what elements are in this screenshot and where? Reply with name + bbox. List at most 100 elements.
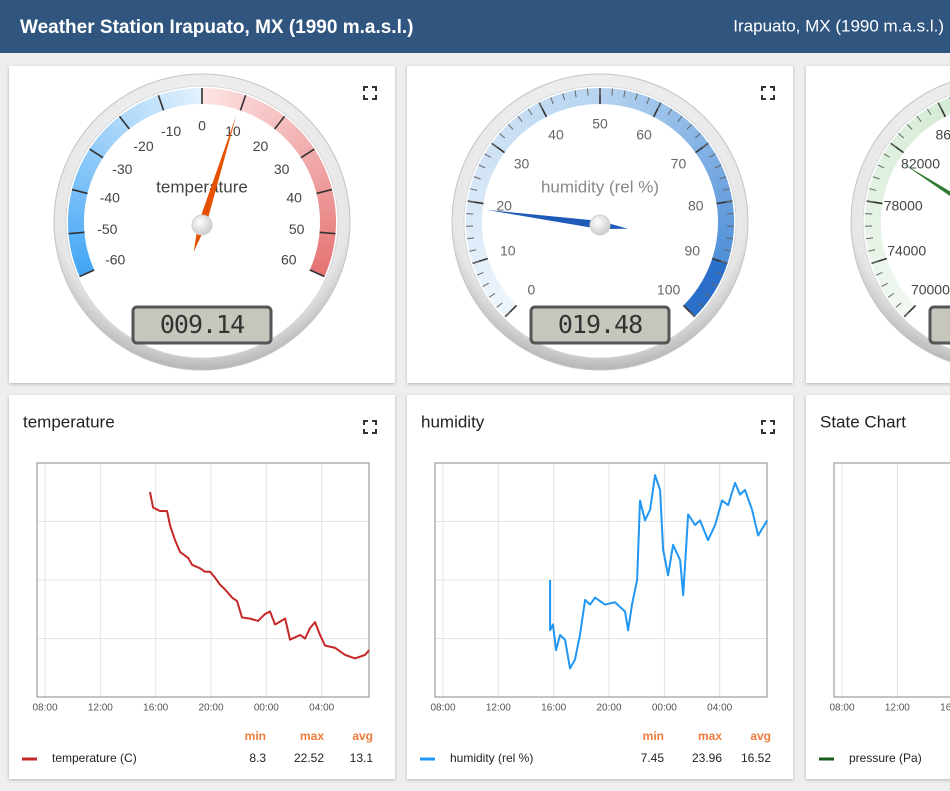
- gauge-band: [466, 216, 483, 225]
- gauge-band: [882, 149, 900, 165]
- gauge-band: [875, 163, 893, 177]
- gauge-band: [304, 154, 322, 169]
- x-tick-label: 16:00: [940, 703, 950, 714]
- fullscreen-button[interactable]: [761, 420, 775, 434]
- gauge-band: [70, 191, 88, 202]
- gauge-band: [906, 119, 923, 137]
- gauge-band: [473, 170, 492, 184]
- gauge-band: [945, 97, 950, 110]
- gauge-band: [676, 120, 694, 138]
- x-tick-label: 08:00: [830, 703, 855, 714]
- gauge-tick-label: 20: [496, 198, 512, 214]
- gauge-band: [507, 119, 524, 137]
- gauge-tick-label: 70000: [911, 281, 950, 297]
- gauge-band: [606, 88, 617, 105]
- widgets: -60 -50 -40 -30-20 -10 0 10 20 30 40 50 60 temperatu…: [9, 66, 950, 779]
- gauge-band: [706, 163, 724, 178]
- gauge-tick-label: 74000: [887, 243, 926, 259]
- gauge-minor-tick: [916, 115, 922, 122]
- gauge-band: [647, 99, 662, 118]
- gauge-minor-tick: [634, 93, 638, 101]
- gauge-band: [175, 89, 185, 107]
- gauge-minor-tick: [488, 292, 496, 298]
- gauge-band: [219, 89, 229, 107]
- gauge-minor-tick: [711, 282, 718, 287]
- gauge-band: [890, 136, 909, 153]
- stat-value: 16.52: [741, 751, 771, 765]
- gauge-tick-label: 100: [657, 281, 681, 297]
- gauge-band: [494, 294, 512, 312]
- gauge-band: [487, 142, 505, 159]
- gauge-band: [297, 143, 315, 158]
- chart-title: State Chart: [820, 412, 906, 431]
- x-tick-label: 16:00: [541, 703, 566, 714]
- fullscreen-button[interactable]: [363, 86, 377, 100]
- gauge-band: [121, 110, 136, 128]
- gauge-major-tick: [157, 95, 165, 111]
- gauge-minor-tick: [881, 282, 888, 287]
- gauge-band: [703, 271, 722, 286]
- gauge-minor-tick: [890, 142, 897, 148]
- gauge-band: [286, 128, 303, 144]
- gauge-band: [911, 114, 929, 133]
- legend-label: pressure (Pa): [849, 751, 922, 765]
- gauge-minor-tick: [694, 133, 701, 139]
- digital-display: [131, 305, 273, 345]
- gauge-band: [150, 95, 163, 114]
- gauge-band: [695, 143, 714, 159]
- gauge-band: [317, 241, 335, 252]
- gauge-band: [315, 247, 333, 259]
- gauge-minor-tick: [865, 237, 874, 240]
- gauge-minor-tick: [716, 271, 724, 276]
- gauge-band: [880, 277, 899, 293]
- gauge-band: [653, 102, 669, 121]
- digital-value: 009.14: [160, 310, 244, 339]
- gauge-band: [866, 237, 884, 249]
- gauge-tick-label: -10: [161, 123, 181, 139]
- gauge-band: [918, 110, 934, 128]
- gauge-band: [277, 119, 294, 136]
- gauge-minor-tick: [714, 164, 722, 169]
- gauge-minor-tick: [686, 123, 693, 130]
- gauge-band: [213, 88, 223, 106]
- gauge-band: [106, 123, 123, 140]
- gauge-minor-tick: [702, 142, 709, 148]
- gauge-band: [311, 172, 329, 185]
- gauge-minor-tick: [704, 292, 712, 298]
- gauge-band: [491, 136, 510, 153]
- gauge-band: [471, 177, 489, 190]
- gauge-minor-tick: [574, 90, 577, 98]
- gauge-band: [700, 277, 719, 293]
- digital-display: [529, 305, 671, 345]
- gauge-band: [258, 104, 272, 122]
- gauge-minor-tick: [903, 311, 910, 318]
- gauge-band: [483, 149, 501, 165]
- fullscreen-button[interactable]: [363, 420, 377, 434]
- gauge-band: [319, 218, 336, 226]
- gauge-tick-label: 80: [688, 198, 704, 214]
- gauge-minor-tick: [623, 90, 626, 98]
- gauge-minor-tick: [906, 123, 913, 130]
- gauge-minor-tick: [677, 115, 683, 122]
- gauge-minor-tick: [872, 176, 880, 180]
- gauge-band: [188, 88, 197, 105]
- gauge-tick-label: 78000: [884, 198, 923, 214]
- gauge-tick-label: 70: [671, 156, 687, 172]
- fullscreen-button[interactable]: [761, 86, 775, 100]
- gauge-tick-label: -40: [100, 190, 120, 206]
- gauge-minor-tick: [709, 153, 716, 158]
- gauge-title: humidity (rel %): [541, 177, 659, 196]
- gauge-band: [75, 172, 93, 185]
- gauge-band: [640, 96, 655, 115]
- gauge-major-tick: [274, 115, 286, 130]
- gauge-minor-tick: [550, 97, 554, 105]
- gauge-needle: [902, 162, 950, 197]
- gauge-minor-tick: [723, 249, 731, 252]
- gauge-band: [68, 217, 85, 225]
- gauge-minor-tick: [887, 292, 895, 298]
- x-tick-label: 12:00: [88, 703, 113, 714]
- gauge-band: [467, 237, 485, 249]
- widget-card: [806, 395, 950, 779]
- gauge-band: [867, 244, 885, 256]
- x-tick-label: 04:00: [309, 703, 334, 714]
